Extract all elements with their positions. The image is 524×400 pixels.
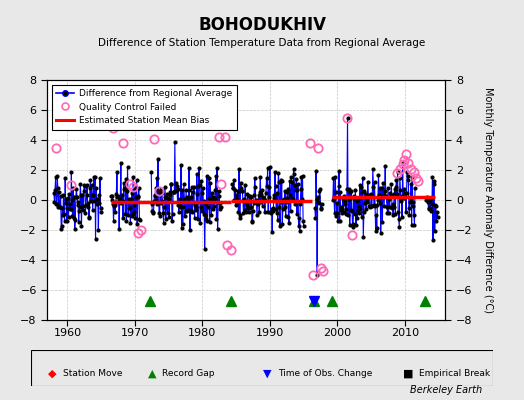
Text: ■: ■ xyxy=(403,368,414,378)
Text: BOHODUKHIV: BOHODUKHIV xyxy=(198,16,326,34)
Text: ▼: ▼ xyxy=(263,368,271,378)
Y-axis label: Monthly Temperature Anomaly Difference (°C): Monthly Temperature Anomaly Difference (… xyxy=(484,87,494,313)
Text: Time of Obs. Change: Time of Obs. Change xyxy=(278,369,372,378)
Text: Station Move: Station Move xyxy=(63,369,123,378)
Text: Difference of Station Temperature Data from Regional Average: Difference of Station Temperature Data f… xyxy=(99,38,425,48)
Text: Berkeley Earth: Berkeley Earth xyxy=(410,385,482,395)
Text: Empirical Break: Empirical Break xyxy=(419,369,490,378)
Text: ▲: ▲ xyxy=(148,368,156,378)
Text: ◆: ◆ xyxy=(48,368,57,378)
Text: Record Gap: Record Gap xyxy=(162,369,215,378)
Legend: Difference from Regional Average, Quality Control Failed, Estimated Station Mean: Difference from Regional Average, Qualit… xyxy=(52,84,236,130)
